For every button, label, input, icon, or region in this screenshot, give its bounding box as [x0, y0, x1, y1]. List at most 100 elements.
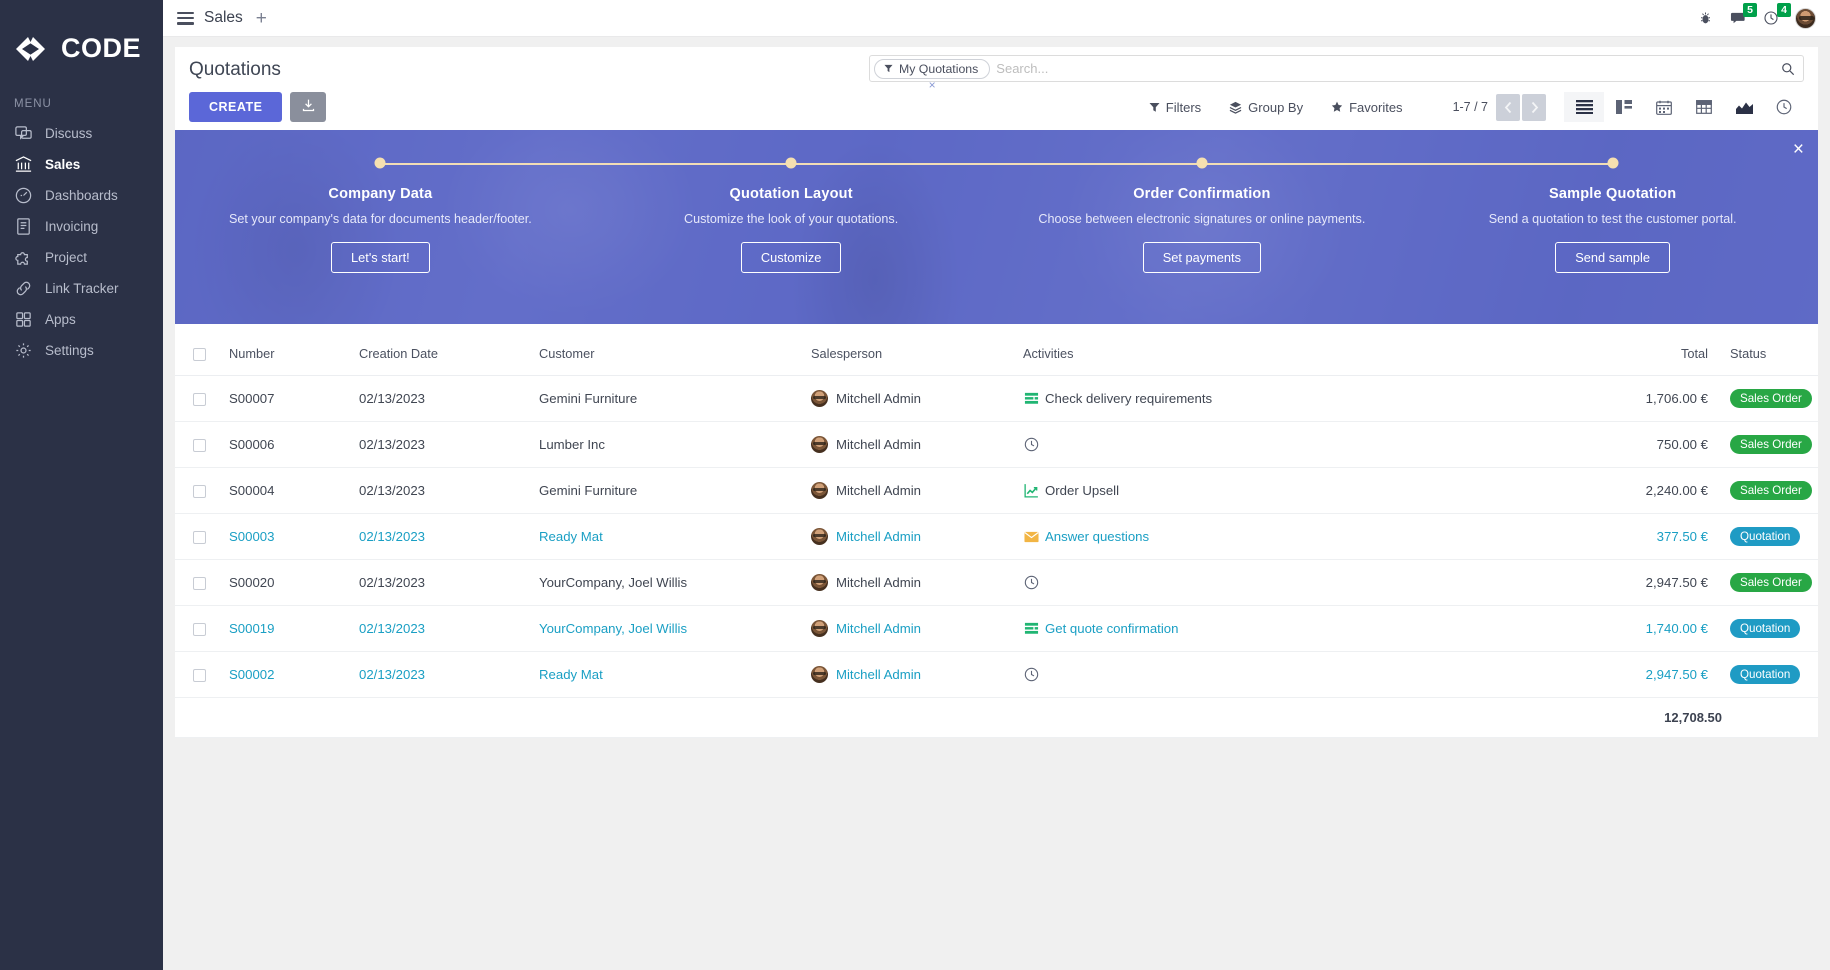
user-avatar[interactable]: [1795, 7, 1816, 29]
column-header-creation-date[interactable]: Creation Date: [359, 332, 539, 377]
banner-close-icon[interactable]: ×: [1792, 139, 1804, 160]
activity-clock-icon[interactable]: [1023, 666, 1040, 683]
step-button-customize[interactable]: Customize: [740, 242, 842, 273]
row-checkbox[interactable]: [193, 577, 206, 591]
salesperson-name: Mitchell Admin: [836, 483, 922, 499]
step-description: Send a quotation to test the customer po…: [1488, 212, 1737, 226]
row-checkbox[interactable]: [193, 623, 206, 637]
favorites-dropdown[interactable]: Favorites: [1317, 100, 1416, 115]
step-button-set-payments[interactable]: Set payments: [1142, 242, 1261, 273]
table-row[interactable]: S00007 02/13/2023 Gemini Furniture Mitch…: [175, 375, 1818, 423]
cell-total: 1,706.00 €: [1582, 375, 1722, 423]
messages-icon[interactable]: 5: [1729, 2, 1757, 27]
cell-salesperson: Mitchell Admin: [811, 421, 1023, 469]
sidebar-item-sales[interactable]: Sales: [0, 149, 163, 180]
table-row[interactable]: S00002 02/13/2023 Ready Mat Mitchell Adm…: [175, 651, 1818, 699]
cell-number[interactable]: S00003: [229, 513, 359, 561]
activity-clock-icon[interactable]: 4: [1763, 3, 1791, 26]
facet-remove-icon[interactable]: ×: [928, 77, 936, 92]
cell-activity[interactable]: [1023, 559, 1582, 607]
app-title[interactable]: Sales: [204, 9, 243, 26]
cell-number[interactable]: S00020: [229, 559, 359, 607]
cell-status: Sales Order: [1722, 467, 1818, 515]
row-checkbox[interactable]: [193, 393, 206, 407]
view-calendar-button[interactable]: [1644, 92, 1684, 122]
cell-total: 2,947.50 €: [1582, 651, 1722, 699]
search-input[interactable]: [990, 61, 1775, 76]
view-kanban-button[interactable]: [1604, 92, 1644, 122]
table-row[interactable]: S00020 02/13/2023 YourCompany, Joel Will…: [175, 559, 1818, 607]
view-pivot-button[interactable]: [1684, 92, 1724, 122]
sidebar-item-link-tracker[interactable]: Link Tracker: [0, 273, 163, 304]
cell-number[interactable]: S00007: [229, 375, 359, 423]
create-button[interactable]: CREATE: [189, 92, 283, 122]
column-header-activities[interactable]: Activities: [1023, 332, 1582, 377]
activity-clock-icon[interactable]: [1023, 436, 1040, 453]
cell-customer: Ready Mat: [539, 651, 811, 699]
pager-label[interactable]: 1-7 / 7: [1452, 100, 1488, 114]
cell-number[interactable]: S00002: [229, 651, 359, 699]
sales-icon: [14, 155, 33, 174]
step-dot: [374, 157, 386, 169]
search-facet-my-quotations[interactable]: My Quotations ×: [874, 58, 991, 91]
avatar: [811, 620, 828, 638]
cell-activity[interactable]: Check delivery requirements: [1023, 375, 1582, 423]
table-row[interactable]: S00006 02/13/2023 Lumber Inc Mitchell Ad…: [175, 421, 1818, 469]
row-checkbox[interactable]: [193, 669, 206, 683]
sidebar-item-label: Project: [45, 250, 88, 265]
view-activity-button[interactable]: [1764, 92, 1804, 122]
page-title: Quotations: [189, 59, 281, 80]
bug-icon[interactable]: [1698, 11, 1713, 26]
sidebar-item-apps[interactable]: Apps: [0, 304, 163, 335]
step-button-send-sample[interactable]: Send sample: [1555, 242, 1670, 273]
activity-label: Order Upsell: [1045, 483, 1120, 499]
step-description: Set your company's data for documents he…: [229, 212, 532, 226]
activity-clock-icon[interactable]: [1023, 574, 1040, 591]
step-button-lets-start[interactable]: Let's start!: [331, 242, 430, 273]
column-header-customer[interactable]: Customer: [539, 332, 811, 377]
onboarding-steps: Company Data Set your company's data for…: [175, 130, 1818, 324]
select-all-checkbox[interactable]: [193, 348, 206, 362]
topbar-right-icons: 5 4: [1698, 2, 1816, 29]
footer-spacer: [359, 697, 539, 739]
filters-dropdown[interactable]: Filters: [1135, 100, 1215, 115]
facet-label: My Quotations: [899, 61, 979, 76]
cell-salesperson: Mitchell Admin: [811, 651, 1023, 699]
hamburger-icon[interactable]: [177, 11, 194, 25]
sidebar-item-project[interactable]: Project: [0, 242, 163, 273]
cell-number[interactable]: S00019: [229, 605, 359, 653]
view-list-button[interactable]: [1564, 92, 1604, 122]
cell-activity[interactable]: Answer questions: [1023, 513, 1582, 561]
pager-next-button[interactable]: [1522, 93, 1546, 121]
sidebar-item-settings[interactable]: Settings: [0, 335, 163, 366]
cell-activity[interactable]: [1023, 421, 1582, 469]
sidebar-item-invoicing[interactable]: Invoicing: [0, 211, 163, 242]
add-tab-button[interactable]: +: [255, 7, 267, 29]
cell-number[interactable]: S00006: [229, 421, 359, 469]
column-header-salesperson[interactable]: Salesperson: [811, 332, 1023, 377]
row-checkbox[interactable]: [193, 439, 206, 453]
footer-spacer: [811, 697, 1023, 739]
cell-customer: YourCompany, Joel Willis: [539, 559, 811, 607]
search-icon[interactable]: [1781, 62, 1795, 76]
column-header-status[interactable]: Status: [1722, 332, 1818, 377]
cell-activity[interactable]: Get quote confirmation: [1023, 605, 1582, 653]
cell-activity[interactable]: Order Upsell: [1023, 467, 1582, 515]
groupby-dropdown[interactable]: Group By: [1215, 100, 1317, 115]
table-row[interactable]: S00019 02/13/2023 YourCompany, Joel Will…: [175, 605, 1818, 653]
sidebar-item-dashboards[interactable]: Dashboards: [0, 180, 163, 211]
cell-activity[interactable]: [1023, 651, 1582, 699]
column-header-total[interactable]: Total: [1582, 332, 1722, 377]
sidebar-item-discuss[interactable]: Discuss: [0, 118, 163, 149]
search-bar[interactable]: My Quotations ×: [869, 55, 1804, 91]
table-row[interactable]: S00004 02/13/2023 Gemini Furniture Mitch…: [175, 467, 1818, 515]
view-graph-button[interactable]: [1724, 92, 1764, 122]
row-checkbox[interactable]: [193, 531, 206, 545]
cell-number[interactable]: S00004: [229, 467, 359, 515]
pager-previous-button[interactable]: [1496, 93, 1520, 121]
brand-logo[interactable]: CODE: [0, 14, 163, 72]
table-row[interactable]: S00003 02/13/2023 Ready Mat Mitchell Adm…: [175, 513, 1818, 561]
column-header-number[interactable]: Number: [229, 332, 359, 377]
import-button[interactable]: [290, 92, 327, 122]
row-checkbox[interactable]: [193, 485, 206, 499]
